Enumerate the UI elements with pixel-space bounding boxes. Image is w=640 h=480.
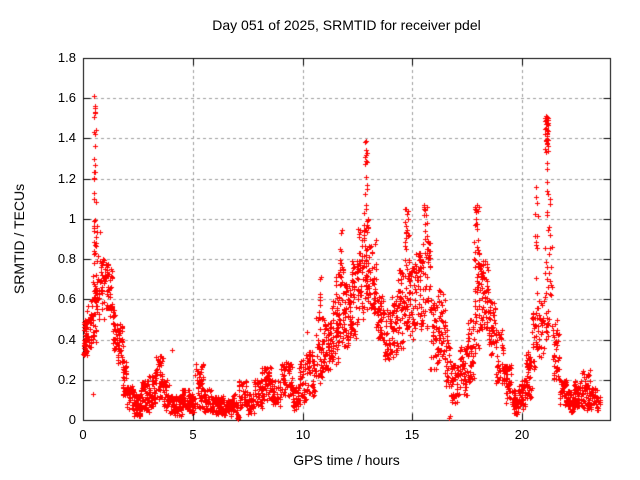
chart-title: Day 051 of 2025, SRMTID for receiver pde… xyxy=(212,17,481,33)
x-tick-label: 20 xyxy=(514,427,530,442)
x-tick-label: 10 xyxy=(295,427,311,442)
x-tick-label: 5 xyxy=(189,427,197,442)
y-tick-label: 0.8 xyxy=(57,251,76,266)
y-tick-label: 1.4 xyxy=(57,130,76,145)
y-tick-label: 1.6 xyxy=(57,90,76,105)
x-tick-label: 0 xyxy=(79,427,87,442)
y-tick-label: 0 xyxy=(68,412,76,427)
x-tick-label: 15 xyxy=(404,427,420,442)
y-tick-label: 0.6 xyxy=(57,291,76,306)
y-tick-label: 1.2 xyxy=(57,171,76,186)
y-tick-label: 1 xyxy=(68,211,76,226)
x-axis-label: GPS time / hours xyxy=(293,452,400,468)
y-tick-label: 0.2 xyxy=(57,372,76,387)
y-tick-label: 1.8 xyxy=(57,50,76,65)
y-axis-label: SRMTID / TECUs xyxy=(11,183,27,295)
y-tick-label: 0.4 xyxy=(57,332,76,347)
